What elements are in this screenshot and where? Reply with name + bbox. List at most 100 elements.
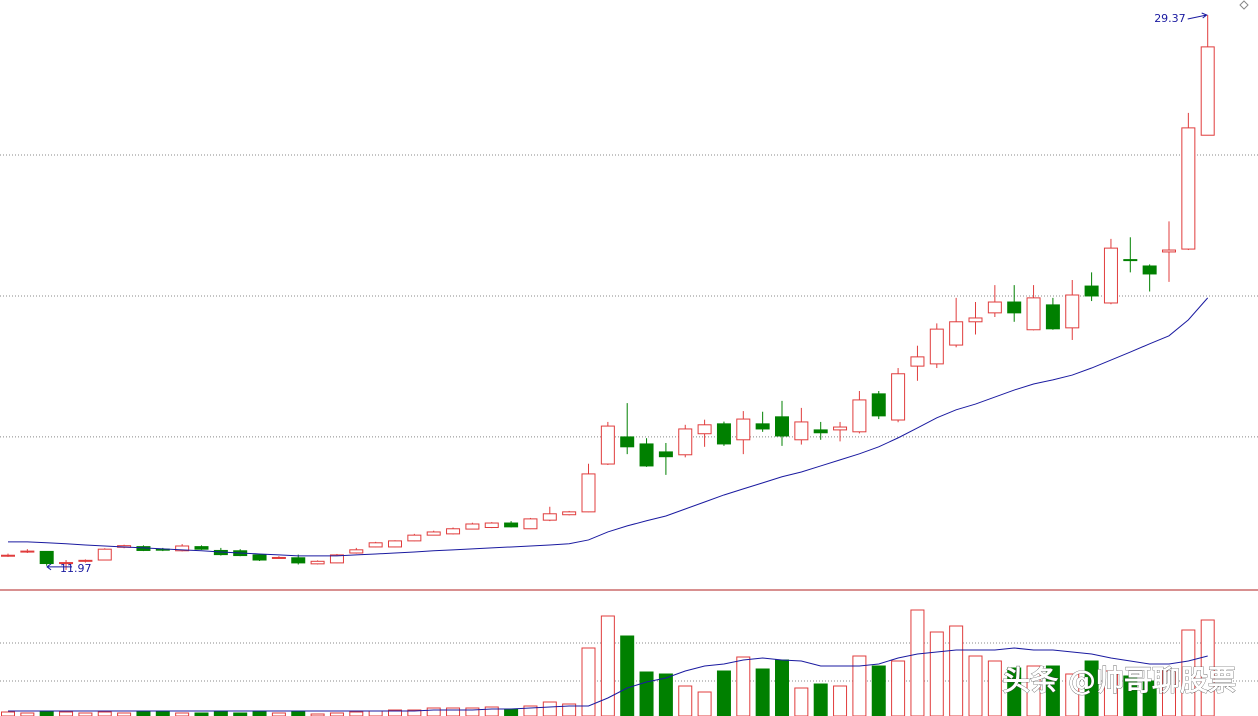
candle-body bbox=[1200, 46, 1215, 136]
volume-bar bbox=[291, 710, 306, 716]
volume-bar bbox=[233, 712, 248, 716]
candle-body bbox=[59, 562, 74, 565]
candle-body bbox=[310, 560, 325, 565]
candle-body bbox=[581, 473, 596, 513]
annotation-arrow bbox=[46, 563, 73, 571]
volume-bar bbox=[1142, 680, 1157, 716]
candle-body bbox=[910, 356, 925, 367]
candle-body bbox=[1045, 304, 1060, 330]
volume-bar bbox=[1007, 667, 1022, 716]
candle-body bbox=[20, 550, 35, 553]
volume-bar bbox=[581, 647, 596, 716]
candle-body bbox=[1026, 297, 1041, 331]
candle-body bbox=[1162, 249, 1176, 253]
volume-bar bbox=[155, 711, 170, 716]
candle-body bbox=[97, 548, 112, 561]
volume-bar bbox=[310, 713, 325, 716]
volume-bar bbox=[600, 615, 615, 716]
candle-body bbox=[523, 518, 538, 530]
candle-body bbox=[446, 528, 461, 535]
volume-bar bbox=[716, 670, 731, 716]
candle-body bbox=[833, 426, 848, 431]
candle-body bbox=[949, 321, 964, 346]
volume-bar bbox=[407, 709, 422, 716]
volume-bar bbox=[736, 656, 751, 716]
candle-body bbox=[1084, 285, 1099, 297]
volume-ma-line bbox=[8, 647, 1208, 712]
volume-bar bbox=[446, 707, 461, 716]
volume-bar bbox=[136, 710, 151, 716]
volume-bar bbox=[484, 706, 499, 716]
volume-bar bbox=[117, 712, 132, 716]
volume-bar bbox=[349, 711, 364, 716]
volume-bar bbox=[194, 712, 209, 716]
candle-body bbox=[639, 443, 654, 467]
volume-bar bbox=[910, 609, 925, 716]
candle-body bbox=[600, 425, 615, 465]
candle-body bbox=[755, 423, 770, 430]
volume-bar bbox=[465, 707, 480, 716]
candle-body bbox=[407, 534, 422, 542]
volume-bar bbox=[1123, 675, 1138, 716]
candle-body bbox=[465, 523, 480, 530]
candle-body bbox=[987, 301, 1002, 314]
candle-body bbox=[291, 557, 306, 564]
volume-bar bbox=[523, 705, 538, 716]
volume-bar bbox=[697, 691, 712, 716]
candle-body bbox=[562, 511, 577, 516]
watermark: 头条 @帅哥聊股票 bbox=[1002, 664, 1236, 697]
candle-body bbox=[968, 317, 983, 323]
candle-body bbox=[484, 522, 499, 528]
candle-body bbox=[658, 451, 673, 458]
ma-line bbox=[8, 297, 1209, 557]
volume-bar bbox=[1065, 673, 1080, 716]
candle-body bbox=[620, 436, 635, 448]
volume-bar bbox=[833, 685, 848, 716]
candle-body bbox=[1181, 127, 1196, 250]
volume-bar bbox=[213, 711, 228, 716]
candle-body bbox=[852, 399, 867, 433]
candle-body bbox=[426, 531, 441, 536]
candle-body bbox=[1123, 259, 1138, 262]
candle-body bbox=[175, 545, 190, 552]
candle-body bbox=[697, 424, 712, 435]
candle-body bbox=[929, 328, 944, 365]
volume-bar bbox=[852, 655, 867, 716]
volume-bar bbox=[987, 660, 1002, 716]
volume-bar bbox=[658, 673, 673, 716]
volume-bar bbox=[271, 712, 286, 716]
volume-bar bbox=[891, 660, 906, 716]
candle-body bbox=[252, 554, 267, 561]
volume-bar bbox=[755, 668, 770, 716]
annotation-arrow bbox=[1187, 12, 1208, 20]
volume-bar bbox=[678, 685, 693, 716]
candle-body bbox=[736, 418, 751, 441]
volume-bar bbox=[949, 625, 964, 716]
volume-bar bbox=[1, 711, 15, 716]
volume-bar bbox=[175, 712, 190, 716]
volume-bar bbox=[1103, 670, 1118, 716]
candle-body bbox=[891, 373, 906, 421]
volume-bar bbox=[871, 665, 886, 716]
volume-bar bbox=[59, 711, 74, 716]
candle-body bbox=[1103, 247, 1118, 304]
volume-bar bbox=[426, 707, 441, 716]
candle-body bbox=[78, 559, 93, 562]
candle-body bbox=[1142, 265, 1157, 275]
annotation: 29.37 bbox=[1154, 12, 1186, 25]
volume-bar bbox=[252, 711, 267, 716]
volume-bar bbox=[562, 703, 577, 716]
volume-bar bbox=[504, 708, 519, 716]
candle-body bbox=[716, 423, 731, 445]
candle-body bbox=[871, 393, 886, 417]
volume-bar bbox=[39, 711, 54, 716]
volume-bar bbox=[1200, 619, 1215, 716]
volume-bar bbox=[388, 709, 402, 716]
volume-bar bbox=[97, 711, 112, 716]
candle-body bbox=[368, 542, 383, 548]
volume-bar bbox=[1181, 629, 1196, 716]
volume-bar bbox=[78, 712, 93, 716]
volume-bar bbox=[813, 683, 828, 716]
candle-body bbox=[1007, 301, 1022, 314]
volume-bar bbox=[368, 710, 383, 716]
